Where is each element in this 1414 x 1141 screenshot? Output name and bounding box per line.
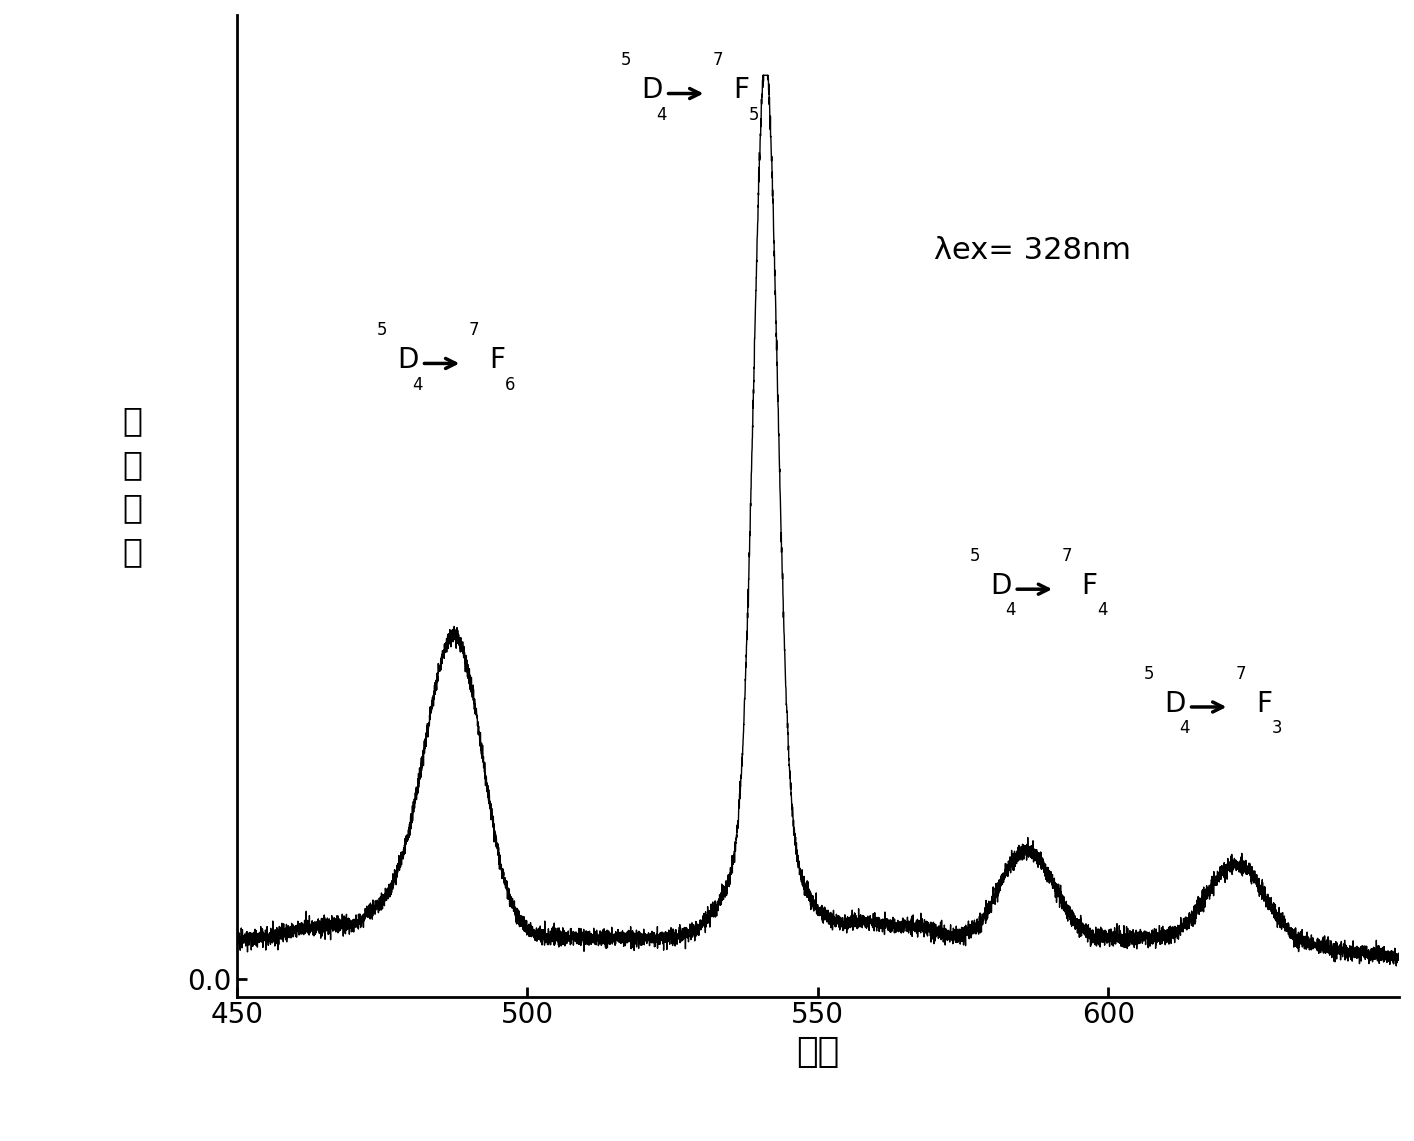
Text: $_{5}$: $_{5}$ xyxy=(748,99,759,123)
Text: $^{7}$: $^{7}$ xyxy=(1060,551,1072,575)
Text: F: F xyxy=(489,347,505,374)
Text: λex= 328nm: λex= 328nm xyxy=(935,236,1131,265)
Text: $^{7}$: $^{7}$ xyxy=(1234,669,1247,693)
Text: $_{4}$: $_{4}$ xyxy=(413,369,424,393)
Text: $_{4}$: $_{4}$ xyxy=(656,99,667,123)
Text: $_{3}$: $_{3}$ xyxy=(1271,712,1282,736)
Text: D: D xyxy=(1164,690,1185,718)
Text: $^{5}$: $^{5}$ xyxy=(1144,669,1155,693)
X-axis label: 波长: 波长 xyxy=(796,1035,840,1069)
Text: $^{7}$: $^{7}$ xyxy=(713,55,724,79)
Text: D: D xyxy=(990,572,1011,600)
Text: 相
对
强
度: 相 对 强 度 xyxy=(122,405,143,568)
Text: D: D xyxy=(397,347,419,374)
Text: F: F xyxy=(1082,572,1097,600)
Text: D: D xyxy=(641,76,663,105)
Text: $_{4}$: $_{4}$ xyxy=(1179,712,1191,736)
Text: F: F xyxy=(1256,690,1273,718)
Text: F: F xyxy=(732,76,749,105)
Text: $_{4}$: $_{4}$ xyxy=(1005,594,1017,618)
Text: $^{5}$: $^{5}$ xyxy=(376,325,387,349)
Text: $_{6}$: $_{6}$ xyxy=(503,369,516,393)
Text: $^{5}$: $^{5}$ xyxy=(621,55,632,79)
Text: $^{5}$: $^{5}$ xyxy=(969,551,980,575)
Text: $^{7}$: $^{7}$ xyxy=(468,325,479,349)
Text: $_{4}$: $_{4}$ xyxy=(1097,594,1109,618)
